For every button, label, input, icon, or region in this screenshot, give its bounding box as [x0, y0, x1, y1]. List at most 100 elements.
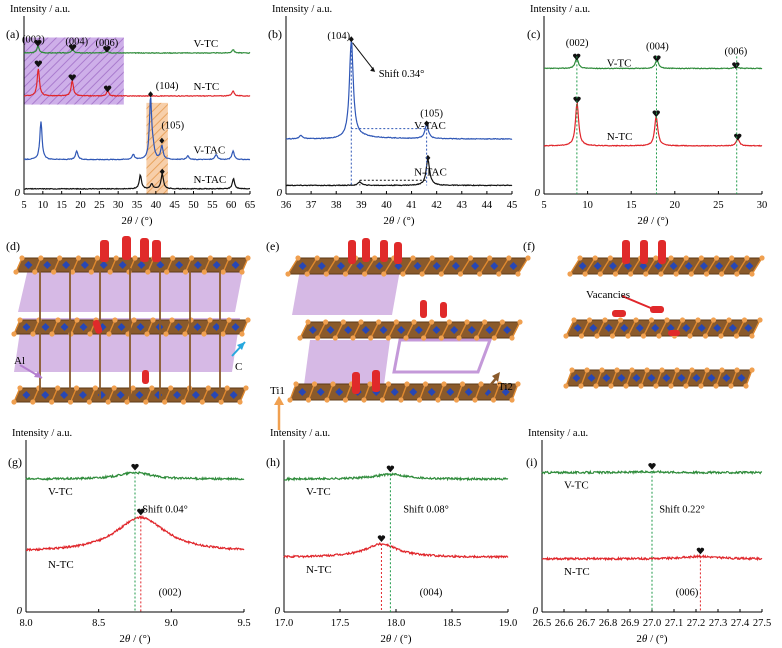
- ti-atom: [438, 335, 444, 341]
- annotation: (105): [420, 109, 443, 120]
- y-axis-label: Intensity / a.u.: [528, 428, 588, 439]
- x-tick-label: 9.0: [165, 618, 178, 629]
- annotation: Shift 0.08°: [403, 504, 449, 515]
- carbon-atom: [78, 391, 87, 399]
- ti-atom: [180, 399, 187, 405]
- x-tick-label: 42: [431, 200, 442, 211]
- carbon-atom: [427, 388, 436, 396]
- ti-atom: [664, 317, 670, 323]
- ti-atom: [728, 383, 734, 389]
- lattice-bond: [730, 369, 738, 387]
- atomic-structure-v-tac: [11, 236, 251, 405]
- ti-atom: [57, 255, 63, 261]
- ti-atom: [571, 317, 577, 323]
- carbon-atom: [578, 262, 587, 270]
- origin-label: 0: [535, 187, 541, 199]
- ti-atom: [679, 317, 686, 323]
- ti-atom: [182, 269, 189, 275]
- ti-atom: [441, 381, 447, 387]
- carbon-atom: [361, 326, 370, 334]
- carbon-atom: [308, 326, 317, 334]
- carbon-atom: [635, 324, 644, 332]
- ti-atom: [30, 399, 36, 405]
- origin-label: 0: [533, 605, 539, 617]
- ti-atom: [673, 271, 679, 277]
- ti-atom: [304, 271, 310, 277]
- x-tick-label: 8.0: [19, 618, 32, 629]
- ti-atom: [422, 381, 429, 387]
- ti-atom: [38, 255, 44, 261]
- lattice-bond: [455, 383, 464, 401]
- carbon-atom: [394, 262, 403, 270]
- lattice-bond: [720, 319, 730, 337]
- lattice-bond: [745, 369, 753, 387]
- carbon-atom: [212, 323, 221, 331]
- atomic-structure-v-tc: [563, 240, 765, 389]
- panel-letter: (a): [6, 27, 19, 41]
- ti-atom: [689, 367, 695, 373]
- lattice-bond: [299, 321, 309, 339]
- lattice-bond: [735, 319, 746, 337]
- carbon-atom: [175, 261, 184, 269]
- carbon-atom: [669, 262, 678, 270]
- ti-atom: [376, 319, 382, 325]
- carbon-atom: [210, 391, 219, 399]
- ti-atom: [704, 367, 710, 373]
- lattice-bond: [655, 369, 663, 387]
- ti-atom: [112, 317, 118, 323]
- x-tick-label: 27.3: [709, 618, 727, 629]
- lattice-bond: [418, 383, 427, 401]
- ti-atom: [315, 335, 321, 341]
- carbon-atom: [229, 391, 238, 399]
- ti-atom: [205, 385, 211, 391]
- ti-atom: [226, 317, 232, 323]
- lattice-bond: [498, 257, 510, 275]
- lattice-bond: [611, 319, 622, 337]
- carbon-atom: [326, 326, 335, 334]
- carbon-atom: [80, 261, 89, 269]
- atom-layer: [297, 319, 523, 341]
- series-label: V-TC: [564, 480, 589, 492]
- ti-atom: [741, 317, 748, 323]
- lattice-bond: [334, 321, 344, 339]
- chart-i: Intensity / a.u. 0 (i) 26.5 26.6 26.7 26.8 26.9…: [526, 428, 771, 645]
- ti-atom: [218, 399, 224, 405]
- annotation: (002): [22, 35, 45, 46]
- ti-atom: [703, 271, 710, 277]
- carbon-atom: [467, 326, 476, 334]
- ti-atom: [330, 381, 336, 387]
- ti-atom: [381, 271, 387, 277]
- lattice-bond: [580, 369, 588, 387]
- lattice-bond: [326, 383, 334, 401]
- ti-atom: [640, 333, 647, 339]
- structure-panel-d: (d) Al C: [6, 236, 251, 405]
- chart-b: Intensity / a.u. 0 (b) 36 37 38 39 40 41 42 43 44 45…: [268, 4, 517, 227]
- ti-atom: [30, 331, 36, 337]
- ti-atom: [226, 255, 232, 261]
- carbon-atom: [572, 374, 581, 382]
- x-tick-label: 20: [670, 200, 681, 211]
- ti-atom: [201, 331, 207, 337]
- panel-letter: (c): [527, 27, 540, 41]
- peak-marker: [131, 463, 139, 471]
- ti-atom: [131, 317, 137, 323]
- peak-marker: [159, 168, 165, 175]
- chart-c: Intensity / a.u. 0 (c) 5 10 15 20 25 30 2θ / (°) V…: [527, 4, 767, 227]
- ti-atom: [506, 255, 512, 261]
- origin-label: 0: [275, 605, 281, 617]
- ti-atom: [525, 255, 531, 261]
- x-tick-label: 18.5: [443, 618, 461, 629]
- ti-atom: [419, 271, 425, 277]
- carbon-atom: [464, 388, 473, 396]
- x-axis-label: 2θ / (°): [380, 633, 412, 645]
- lattice-bond: [423, 321, 433, 339]
- ti-atom: [164, 269, 170, 275]
- ti-atom: [563, 383, 569, 389]
- peak-marker: [103, 46, 111, 53]
- carbon-atom: [647, 374, 656, 382]
- carbon-atom: [730, 262, 739, 270]
- x-tick-label: 15: [626, 200, 637, 211]
- carbon-atom: [336, 262, 345, 270]
- ti-atom: [563, 333, 569, 339]
- ti-atom: [86, 399, 92, 405]
